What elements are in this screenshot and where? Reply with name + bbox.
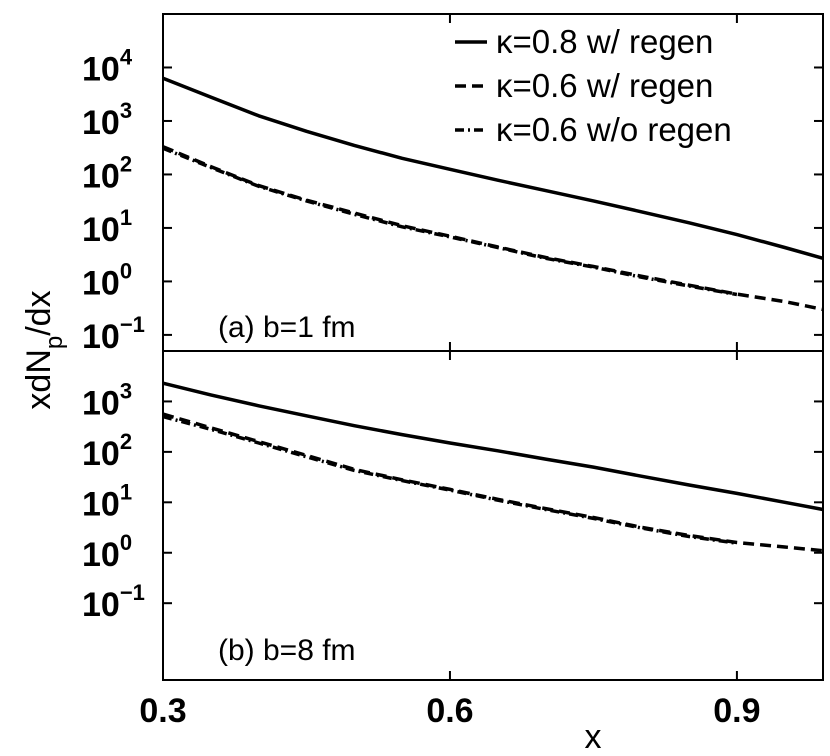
panel-a-label: (a) b=1 fm [218, 311, 356, 344]
panel-b-frame [162, 350, 824, 681]
x-tick-label-1: 0.6 [426, 692, 473, 730]
y-axis-label-tail: /dx [20, 290, 58, 335]
panel-a-y-tick-label-3: 101 [82, 205, 132, 249]
panel-a-series-dashed [162, 145, 824, 312]
panel-b-label: (b) b=8 fm [218, 634, 356, 667]
legend-label-2: κ=0.6 w/o regen [496, 111, 732, 148]
panel-b-series-solid [162, 381, 824, 512]
panel-a-y-tick-label-1: 103 [82, 98, 132, 142]
panel-b-series-dashdot [162, 414, 738, 545]
panel-b-series-dashed [162, 412, 824, 553]
panel-a-frame [162, 13, 824, 352]
y-axis-label-main: xdN [20, 349, 58, 409]
panel-b-y-tick-label-0: 103 [82, 378, 132, 422]
x-tick-label-2: 0.9 [713, 692, 760, 730]
x-tick-label-0: 0.3 [139, 692, 186, 730]
panel-a-series-solid [162, 76, 824, 260]
panel-b-y-tick-label-2: 101 [82, 479, 132, 523]
y-axis-label: xdNp/dx [20, 290, 68, 409]
x-axis-label: x [585, 718, 602, 756]
panel-b-y-tick-label-4: 10−1 [82, 580, 145, 624]
panel-b-plot: 103 102 101 100 10−1 [82, 351, 824, 680]
panel-a-y-tick-label-0: 104 [82, 44, 133, 88]
legend: κ=0.8 w/ regen κ=0.6 w/ regen κ=0.6 w/o … [455, 23, 732, 148]
panel-a-y-tick-label-5: 10−1 [82, 312, 145, 356]
y-axis-label-sub: p [41, 336, 68, 349]
legend-label-0: κ=0.8 w/ regen [496, 23, 713, 60]
panel-a-y-tick-label-2: 102 [82, 151, 132, 195]
panel-b-y-tick-label-3: 100 [82, 530, 132, 574]
panel-a-y-tick-label-4: 100 [82, 258, 132, 302]
x-axis-ticks: 0.3 0.6 0.9 [139, 692, 760, 730]
panel-a-series-dashdot [162, 146, 738, 297]
panel-a-plot: 104 103 102 101 100 10−1 [82, 14, 824, 356]
panel-b-y-tick-label-1: 102 [82, 429, 132, 473]
legend-label-1: κ=0.6 w/ regen [496, 67, 713, 104]
